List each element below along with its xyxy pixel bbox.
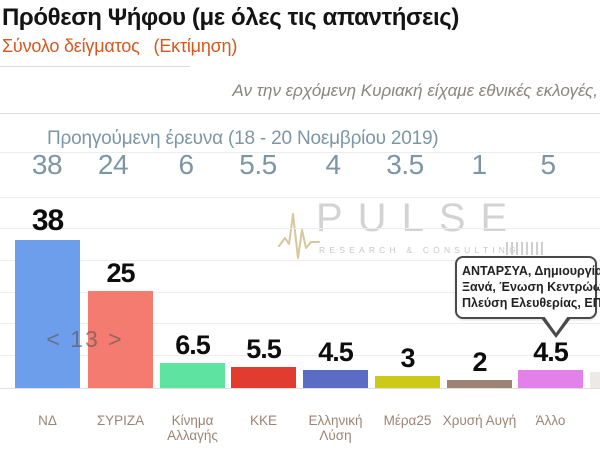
- bar-value-label: 2: [472, 347, 487, 377]
- bar-value-label: 38: [31, 204, 64, 237]
- plot-gridline: [0, 323, 600, 324]
- plot-gridline: [0, 197, 600, 198]
- pulse-barcode-mark: [506, 242, 544, 255]
- pulse-brand-text: PULSE: [316, 196, 523, 240]
- callout-line: Ξανά, Ένωση Κεντρώων: [462, 280, 600, 294]
- category-label: Χρυσή Αυγή: [442, 413, 517, 428]
- previous-survey-value: 4: [325, 149, 341, 180]
- previous-survey-value: 5.5: [239, 149, 277, 180]
- divider-top: [0, 113, 600, 114]
- category-label: Κίνημα Αλλαγής: [167, 413, 218, 444]
- chart-subtitle: Σύνολο δείγματος (Εκτίμηση): [2, 36, 237, 57]
- callout-line: ΑΝΤΑΡΣΥΑ, Δημιουργία: [462, 264, 600, 278]
- previous-survey-label: Προηγούμενη έρευνα (18 - 20 Νοεμβρίου 20…: [47, 128, 439, 149]
- chart-bar: [303, 370, 368, 388]
- nd-syriza-gap-annotation: < 13 >: [46, 326, 124, 352]
- plot-gridline: [0, 355, 600, 356]
- callout-line: Πλεύση Ελευθερίας, ΕΠΑΜ: [462, 296, 600, 310]
- divider-partial: [0, 66, 190, 67]
- category-label: ΣΥΡΙΖΑ: [96, 413, 145, 428]
- previous-survey-value: 3.5: [386, 149, 424, 180]
- page-title: Πρόθεση Ψήφου (με όλες τις απαντήσεις): [2, 4, 459, 31]
- category-label: Μέρα25: [383, 413, 432, 428]
- plot-gridline: [0, 228, 600, 229]
- chart-bar: [447, 380, 512, 388]
- pulse-logo: PULSE RESEARCH & CONSULTING: [278, 196, 558, 262]
- chart-bar: [518, 370, 583, 388]
- previous-survey-value: 24: [97, 149, 129, 180]
- chart-bar: [160, 363, 225, 388]
- previous-survey-value: 38: [31, 149, 63, 180]
- bar-value-label: 4.5: [318, 337, 354, 367]
- partial-edge-bar: [590, 372, 600, 388]
- bar-value-label: 4.5: [533, 337, 569, 367]
- chart-bar: [88, 291, 153, 388]
- chart-bar: [231, 367, 296, 388]
- previous-survey-value: 1: [471, 149, 487, 180]
- category-label: Άλλο: [535, 413, 566, 428]
- bar-value-label: 5.5: [246, 334, 282, 364]
- divider-prev-row: [0, 152, 600, 153]
- chart-bar: [15, 240, 80, 388]
- subtitle-estimate-label: (Εκτίμηση): [153, 36, 238, 56]
- callout-tail-fill: [544, 316, 568, 333]
- bar-value-label: 3: [400, 343, 415, 373]
- plot-gridline: [0, 292, 600, 293]
- category-label: Ελληνική Λύση: [308, 413, 363, 444]
- bar-value-label: 6.5: [175, 330, 211, 360]
- chart-bar: [375, 376, 440, 388]
- plot-baseline: [0, 388, 600, 389]
- question-note: Αν την ερχόμενη Κυριακή είχαμε εθνικές ε…: [232, 81, 598, 100]
- category-label: ΝΔ: [38, 413, 57, 428]
- pulse-waveform-icon: [278, 213, 320, 259]
- bar-value-label: 25: [106, 258, 135, 288]
- subtitle-sample-label: Σύνολο δείγματος: [2, 36, 140, 56]
- category-label: ΚΚΕ: [249, 413, 277, 428]
- previous-survey-value: 5: [540, 149, 556, 180]
- plot-gridline: [0, 260, 600, 261]
- pulse-tagline-text: RESEARCH & CONSULTING: [319, 245, 520, 255]
- other-parties-callout: ΑΝΤΑΡΣΥΑ, Δημιουργία Ξανά, Ένωση Κεντρώω…: [455, 256, 600, 319]
- previous-survey-value: 6: [178, 149, 194, 180]
